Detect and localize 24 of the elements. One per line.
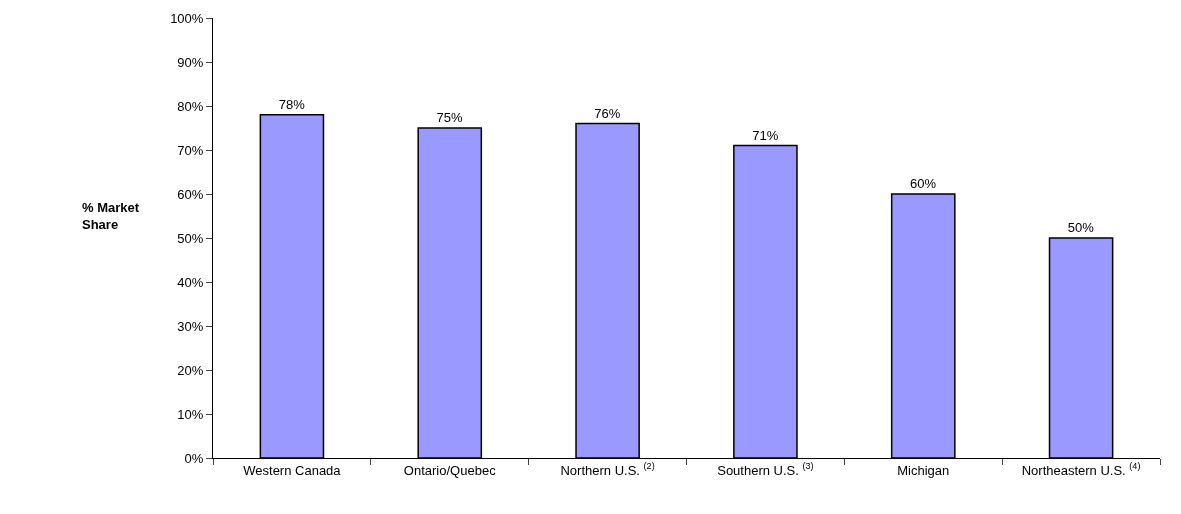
x-tick-label: Ontario/Quebec: [403, 462, 497, 478]
x-tick-label: Northeastern U.S. $^{(4)}$: [1021, 461, 1141, 478]
data-label: 50%: [1067, 220, 1095, 235]
y-tick-label: 60%: [177, 186, 204, 202]
y-tick-label: 50%: [177, 230, 204, 246]
data-label: 78%: [278, 96, 306, 112]
y-tick-label: 30%: [177, 318, 204, 334]
y-tick-label: 100%: [170, 10, 204, 26]
x-tick-label: Western Canada: [243, 462, 342, 478]
data-label: 71%: [752, 127, 779, 143]
x-tick-label: Southern U.S. $^{(3)}$: [717, 461, 814, 478]
y-tick-label: 80%: [177, 98, 204, 114]
data-label: 76%: [594, 105, 621, 121]
y-tick-label: 0%: [184, 450, 204, 466]
data-label: 75%: [436, 110, 463, 125]
y-tick-label: 10%: [177, 406, 204, 422]
y-tick-label: 20%: [177, 362, 204, 378]
y-tick-label: 90%: [177, 54, 204, 70]
y-axis-title: % Market Share: [82, 200, 140, 232]
data-label: 60%: [910, 176, 937, 191]
y-tick-label: 70%: [177, 142, 204, 158]
y-tick-label: 40%: [177, 274, 204, 290]
x-tick-label: Michigan: [897, 462, 950, 478]
x-tick-label: Northern U.S. $^{(2)}$: [560, 461, 655, 478]
